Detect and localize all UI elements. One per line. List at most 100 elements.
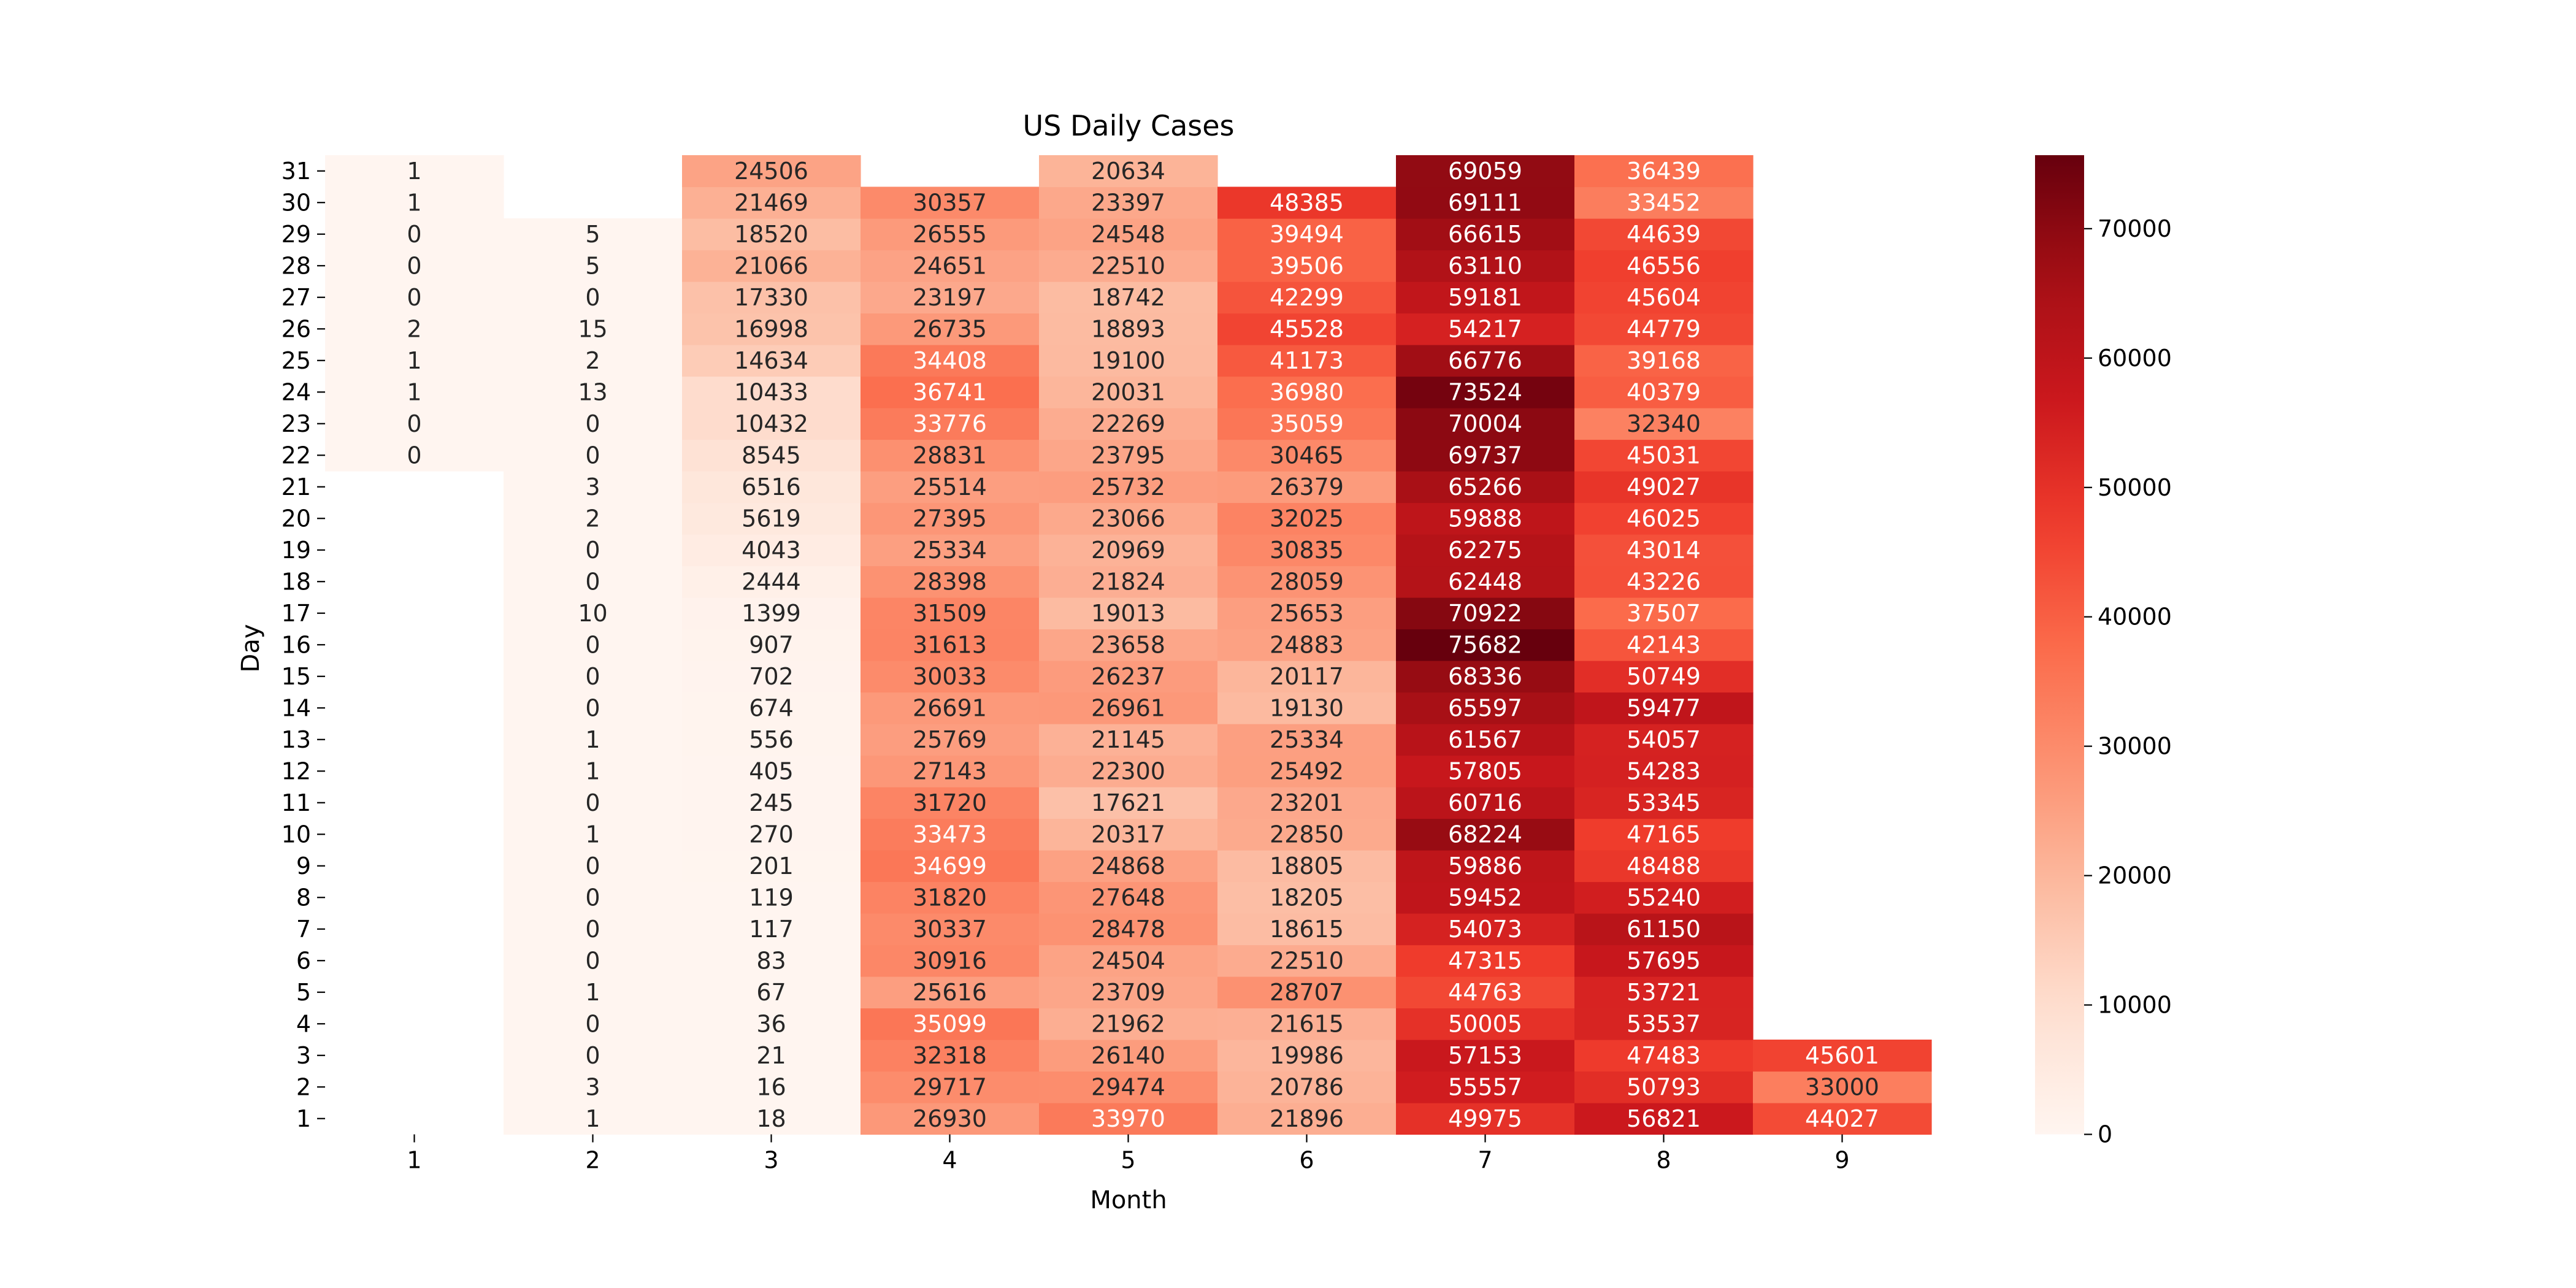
cell-value-label: 55557 xyxy=(1448,1073,1522,1100)
heatmap-cell xyxy=(504,282,683,314)
heatmap-cell xyxy=(1039,218,1218,251)
heatmap-cell xyxy=(682,850,861,883)
cell-value-label: 24504 xyxy=(1091,947,1165,974)
y-axis-label: Day xyxy=(237,624,265,673)
heatmap-cell xyxy=(682,471,861,504)
heatmap-cell xyxy=(1396,408,1575,440)
cell-value-label: 18 xyxy=(756,1105,786,1132)
heatmap-cell xyxy=(682,376,861,408)
cell-value-label: 1 xyxy=(585,757,600,784)
cell-value-label: 21615 xyxy=(1270,1010,1344,1037)
heatmap-cell xyxy=(1217,629,1397,661)
heatmap-cell xyxy=(1396,218,1575,251)
y-tick-label: 7 xyxy=(296,916,311,943)
heatmap-cell xyxy=(1217,787,1397,819)
cell-value-label: 48385 xyxy=(1270,189,1344,216)
cell-value-label: 47315 xyxy=(1448,947,1522,974)
heatmap-cell xyxy=(1039,471,1218,504)
cell-value-label: 25514 xyxy=(913,473,987,500)
cell-value-label: 5619 xyxy=(742,505,801,532)
heatmap-cell xyxy=(682,155,861,188)
colorbar-gradient xyxy=(2035,155,2084,1135)
heatmap-cell xyxy=(504,818,683,851)
cell-value-label: 4043 xyxy=(742,537,801,564)
y-tick-label: 16 xyxy=(282,631,311,658)
cell-value-label: 29474 xyxy=(1091,1073,1165,1100)
heatmap-cell xyxy=(1217,250,1397,282)
x-axis-label: Month xyxy=(1090,1186,1167,1214)
heatmap-cell xyxy=(1039,724,1218,756)
x-tick-label: 5 xyxy=(1121,1147,1135,1174)
cell-value-label: 33473 xyxy=(913,821,987,848)
cell-value-label: 28059 xyxy=(1270,568,1344,595)
cell-value-label: 201 xyxy=(749,853,794,880)
colorbar-tick-label: 0 xyxy=(2098,1121,2112,1148)
cell-value-label: 25492 xyxy=(1270,757,1344,784)
heatmap-cell xyxy=(325,345,504,377)
cell-value-label: 44027 xyxy=(1805,1105,1879,1132)
cell-value-label: 20031 xyxy=(1091,378,1165,405)
heatmap-cell xyxy=(861,408,1040,440)
heatmap-cell xyxy=(325,218,504,251)
y-tick-label: 10 xyxy=(282,821,311,848)
cell-value-label: 62275 xyxy=(1448,537,1522,564)
cell-value-label: 702 xyxy=(749,663,794,690)
y-tick-label: 4 xyxy=(296,1010,311,1037)
cell-value-label: 22850 xyxy=(1270,821,1344,848)
heatmap-cell xyxy=(861,881,1040,914)
colorbar: 0 10000 20000 30000 40000 50000 60000 70000 xyxy=(2035,155,2172,1148)
cell-value-label: 0 xyxy=(407,442,421,469)
heatmap-cell xyxy=(682,1103,861,1135)
heatmap-cell xyxy=(682,913,861,946)
cell-value-label: 1 xyxy=(407,189,421,216)
heatmap-cell xyxy=(1574,155,1754,188)
heatmap-cell xyxy=(1217,282,1397,314)
cell-value-label: 68224 xyxy=(1448,821,1522,848)
heatmap-cell xyxy=(1039,408,1218,440)
heatmap-cell xyxy=(1396,661,1575,693)
y-tick-label: 20 xyxy=(282,505,311,532)
cell-value-label: 34699 xyxy=(913,853,987,880)
cell-value-label: 30916 xyxy=(913,947,987,974)
heatmap-cell xyxy=(325,282,504,314)
heatmap-cell xyxy=(1039,502,1218,535)
y-tick-label: 28 xyxy=(282,252,311,279)
heatmap-cell xyxy=(1574,376,1754,408)
y-tick-label: 26 xyxy=(282,315,311,342)
heatmap-cell xyxy=(1396,1040,1575,1072)
heatmap-cell xyxy=(1753,1103,1932,1135)
heatmap-cell xyxy=(504,787,683,819)
cell-value-label: 43226 xyxy=(1627,568,1701,595)
heatmap-cell xyxy=(1039,282,1218,314)
heatmap-cell xyxy=(1574,282,1754,314)
cell-value-label: 68336 xyxy=(1448,663,1522,690)
heatmap-cell xyxy=(1574,1040,1754,1072)
cell-value-label: 556 xyxy=(749,726,794,753)
cell-value-label: 32318 xyxy=(913,1042,987,1069)
cell-value-label: 0 xyxy=(585,631,600,658)
heatmap-cell xyxy=(1574,881,1754,914)
heatmap-cell xyxy=(1396,818,1575,851)
heatmap-cell xyxy=(504,1071,683,1103)
cell-value-label: 0 xyxy=(585,853,600,880)
heatmap-cell xyxy=(1574,755,1754,788)
cell-value-label: 36 xyxy=(756,1010,786,1037)
cell-value-label: 30033 xyxy=(913,663,987,690)
heatmap-cell xyxy=(682,218,861,251)
heatmap-cell xyxy=(682,345,861,377)
cell-value-label: 36980 xyxy=(1270,378,1344,405)
heatmap-cell xyxy=(325,313,504,345)
heatmap-cell xyxy=(1217,755,1397,788)
heatmap-cell xyxy=(1574,976,1754,1009)
heatmap-cell xyxy=(325,408,504,440)
cell-value-label: 1 xyxy=(407,347,421,374)
heatmap-cell xyxy=(861,565,1040,598)
cell-value-label: 33776 xyxy=(913,410,987,437)
y-tick-label: 19 xyxy=(282,537,311,564)
y-tick-label: 31 xyxy=(282,158,311,185)
cell-value-label: 23795 xyxy=(1091,442,1165,469)
cell-value-label: 405 xyxy=(749,757,794,784)
cell-value-label: 61567 xyxy=(1448,726,1522,753)
cell-value-label: 45528 xyxy=(1270,315,1344,342)
cell-value-label: 21145 xyxy=(1091,726,1165,753)
